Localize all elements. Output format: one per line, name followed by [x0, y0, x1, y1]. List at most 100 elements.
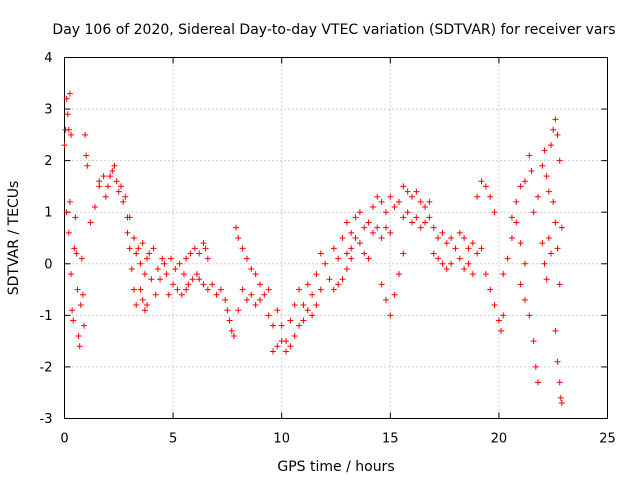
data-point — [543, 173, 550, 180]
data-point — [91, 204, 98, 211]
data-point — [64, 111, 71, 118]
data-point — [330, 286, 337, 293]
data-point — [356, 209, 363, 216]
data-point — [539, 162, 546, 169]
data-point — [252, 271, 259, 278]
data-point — [75, 332, 82, 339]
x-axis-label: GPS time / hours — [277, 459, 394, 475]
data-point — [183, 255, 190, 262]
data-point — [111, 162, 118, 169]
data-point — [154, 265, 161, 272]
data-point — [365, 219, 372, 226]
data-point — [443, 265, 450, 272]
data-point — [300, 302, 307, 309]
data-point — [84, 162, 91, 169]
data-point — [79, 291, 86, 298]
data-point — [554, 245, 561, 252]
data-point — [391, 291, 398, 298]
data-point — [378, 235, 385, 241]
data-point — [117, 183, 124, 190]
data-point — [209, 281, 216, 288]
data-point — [141, 307, 148, 314]
data-point — [430, 224, 437, 231]
data-point — [71, 245, 78, 252]
data-point — [161, 260, 168, 267]
data-point — [495, 317, 502, 324]
data-point — [513, 219, 520, 226]
data-point — [139, 296, 146, 303]
data-point — [369, 229, 376, 236]
data-point — [256, 281, 263, 288]
data-point — [487, 193, 494, 200]
data-point — [226, 317, 233, 324]
data-point — [296, 286, 303, 293]
data-point — [313, 271, 320, 278]
data-point — [265, 312, 272, 319]
data-point — [504, 255, 511, 262]
data-point — [189, 276, 196, 283]
data-point — [66, 90, 73, 97]
data-point — [348, 255, 355, 262]
data-point — [465, 260, 472, 267]
x-tick-label: 5 — [169, 432, 177, 447]
data-point — [517, 281, 524, 288]
data-point — [243, 296, 250, 303]
data-point — [545, 188, 552, 195]
data-point — [469, 271, 476, 278]
data-point — [422, 219, 429, 226]
grid — [64, 57, 608, 419]
data-point — [228, 327, 235, 334]
data-point — [196, 276, 203, 283]
data-point — [193, 271, 200, 278]
data-point — [172, 265, 179, 272]
data-point — [395, 271, 402, 278]
data-point — [556, 379, 563, 386]
data-point — [387, 193, 394, 200]
data-point — [508, 214, 515, 221]
data-point — [400, 183, 407, 190]
data-point — [469, 240, 476, 247]
data-point — [343, 219, 350, 226]
data-point — [141, 271, 148, 278]
data-point — [126, 214, 133, 221]
data-point — [378, 281, 385, 288]
x-tick-label: 15 — [382, 432, 399, 447]
data-point — [556, 157, 563, 164]
data-point — [482, 183, 489, 190]
data-point — [70, 317, 77, 324]
data-point — [352, 235, 359, 241]
y-axis-label: SDTVAR / TECUs — [6, 181, 22, 296]
data-point — [530, 209, 537, 216]
data-point — [482, 271, 489, 278]
data-point — [491, 209, 498, 216]
data-point — [548, 142, 555, 149]
data-point — [404, 188, 411, 195]
data-point — [526, 312, 533, 319]
data-point — [541, 147, 548, 154]
data-point — [461, 235, 468, 241]
data-point — [287, 343, 294, 350]
data-point — [413, 188, 420, 195]
data-point — [191, 245, 198, 252]
data-point — [439, 229, 446, 236]
data-point — [68, 271, 75, 278]
data-point — [456, 229, 463, 236]
data-point — [82, 131, 89, 138]
data-point — [513, 198, 520, 205]
data-point — [78, 255, 85, 262]
data-point — [74, 286, 81, 293]
data-point — [348, 229, 355, 236]
data-point — [552, 219, 559, 226]
data-point — [474, 193, 481, 200]
data-point — [115, 188, 122, 195]
data-point — [500, 312, 507, 319]
data-point — [163, 271, 170, 278]
data-point — [274, 343, 281, 350]
data-point — [248, 265, 255, 272]
data-point — [550, 126, 557, 133]
data-point — [391, 204, 398, 211]
data-point — [530, 338, 537, 345]
data-point — [66, 198, 73, 205]
data-point — [200, 240, 207, 247]
